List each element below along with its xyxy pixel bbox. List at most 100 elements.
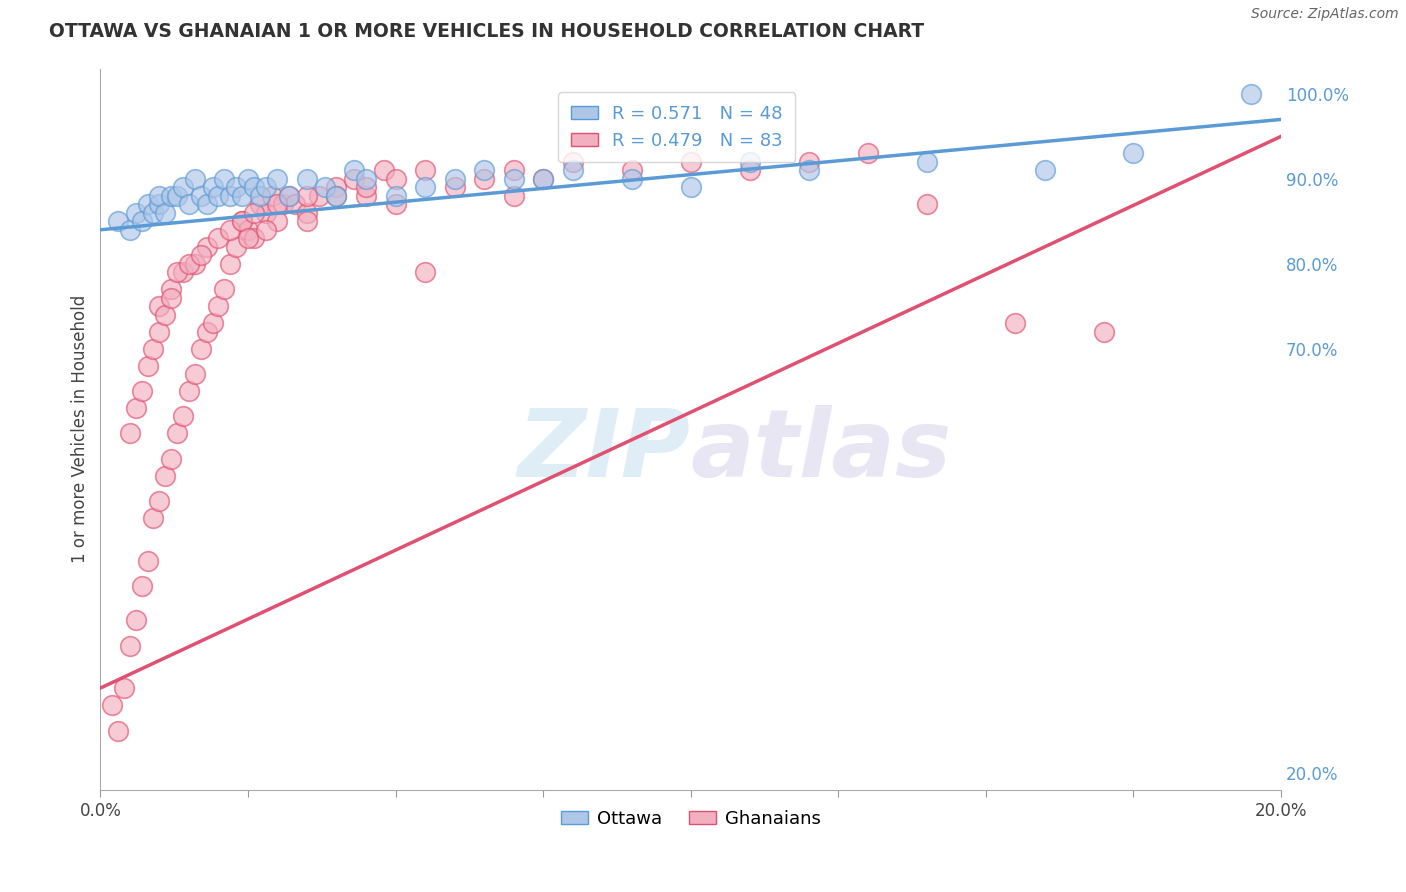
Point <box>373 163 395 178</box>
Point <box>443 180 465 194</box>
Point <box>243 206 266 220</box>
Point <box>295 206 318 220</box>
Point <box>207 189 229 203</box>
Point <box>136 359 159 373</box>
Point <box>142 342 165 356</box>
Point <box>225 240 247 254</box>
Point <box>131 579 153 593</box>
Point <box>797 163 820 178</box>
Point <box>101 698 124 712</box>
Point <box>679 180 702 194</box>
Point <box>172 409 194 424</box>
Point <box>166 265 188 279</box>
Point <box>160 282 183 296</box>
Point <box>531 172 554 186</box>
Point <box>195 197 218 211</box>
Point <box>384 197 406 211</box>
Point <box>1122 146 1144 161</box>
Point <box>243 231 266 245</box>
Point <box>136 197 159 211</box>
Point <box>231 189 253 203</box>
Point <box>679 154 702 169</box>
Point <box>142 206 165 220</box>
Legend: Ottawa, Ghanaians: Ottawa, Ghanaians <box>554 803 828 835</box>
Point <box>472 172 495 186</box>
Point <box>148 197 170 211</box>
Point <box>531 172 554 186</box>
Point <box>125 613 148 627</box>
Point <box>190 189 212 203</box>
Point <box>207 299 229 313</box>
Point <box>502 189 524 203</box>
Point <box>148 494 170 508</box>
Point <box>118 223 141 237</box>
Point <box>184 367 207 381</box>
Point <box>118 639 141 653</box>
Point <box>195 240 218 254</box>
Point <box>354 172 377 186</box>
Point <box>738 154 761 169</box>
Point <box>413 180 436 194</box>
Point <box>112 681 135 695</box>
Point <box>343 172 366 186</box>
Point <box>184 172 207 186</box>
Text: Source: ZipAtlas.com: Source: ZipAtlas.com <box>1251 7 1399 21</box>
Point <box>295 189 318 203</box>
Point <box>278 189 301 203</box>
Point <box>308 189 330 203</box>
Point <box>1033 163 1056 178</box>
Point <box>249 189 271 203</box>
Point <box>231 214 253 228</box>
Point <box>219 257 242 271</box>
Point <box>177 257 200 271</box>
Point <box>107 214 129 228</box>
Point <box>155 206 177 220</box>
Point <box>125 401 148 415</box>
Point <box>254 206 277 220</box>
Point <box>214 282 236 296</box>
Point <box>236 172 259 186</box>
Point <box>266 172 288 186</box>
Text: OTTAWA VS GHANAIAN 1 OR MORE VEHICLES IN HOUSEHOLD CORRELATION CHART: OTTAWA VS GHANAIAN 1 OR MORE VEHICLES IN… <box>49 22 924 41</box>
Point <box>219 189 242 203</box>
Point <box>266 197 288 211</box>
Point <box>190 248 212 262</box>
Point <box>118 426 141 441</box>
Point <box>343 163 366 178</box>
Point <box>172 180 194 194</box>
Point <box>354 189 377 203</box>
Point <box>177 197 200 211</box>
Point <box>1240 87 1263 101</box>
Point <box>131 384 153 398</box>
Point <box>325 180 347 194</box>
Point <box>231 214 253 228</box>
Point <box>243 180 266 194</box>
Point <box>413 265 436 279</box>
Point <box>254 180 277 194</box>
Point <box>284 197 307 211</box>
Point <box>443 172 465 186</box>
Point <box>561 154 583 169</box>
Point <box>225 180 247 194</box>
Point <box>155 469 177 483</box>
Point <box>561 163 583 178</box>
Y-axis label: 1 or more Vehicles in Household: 1 or more Vehicles in Household <box>72 295 89 564</box>
Point <box>177 384 200 398</box>
Point <box>148 325 170 339</box>
Point <box>166 189 188 203</box>
Point <box>254 223 277 237</box>
Point <box>472 163 495 178</box>
Point <box>142 511 165 525</box>
Point <box>266 214 288 228</box>
Point <box>148 299 170 313</box>
Point <box>384 189 406 203</box>
Point <box>620 163 643 178</box>
Point <box>136 554 159 568</box>
Point <box>125 206 148 220</box>
Point <box>249 197 271 211</box>
Point <box>502 163 524 178</box>
Point <box>131 214 153 228</box>
Point <box>384 172 406 186</box>
Point <box>502 172 524 186</box>
Point <box>207 231 229 245</box>
